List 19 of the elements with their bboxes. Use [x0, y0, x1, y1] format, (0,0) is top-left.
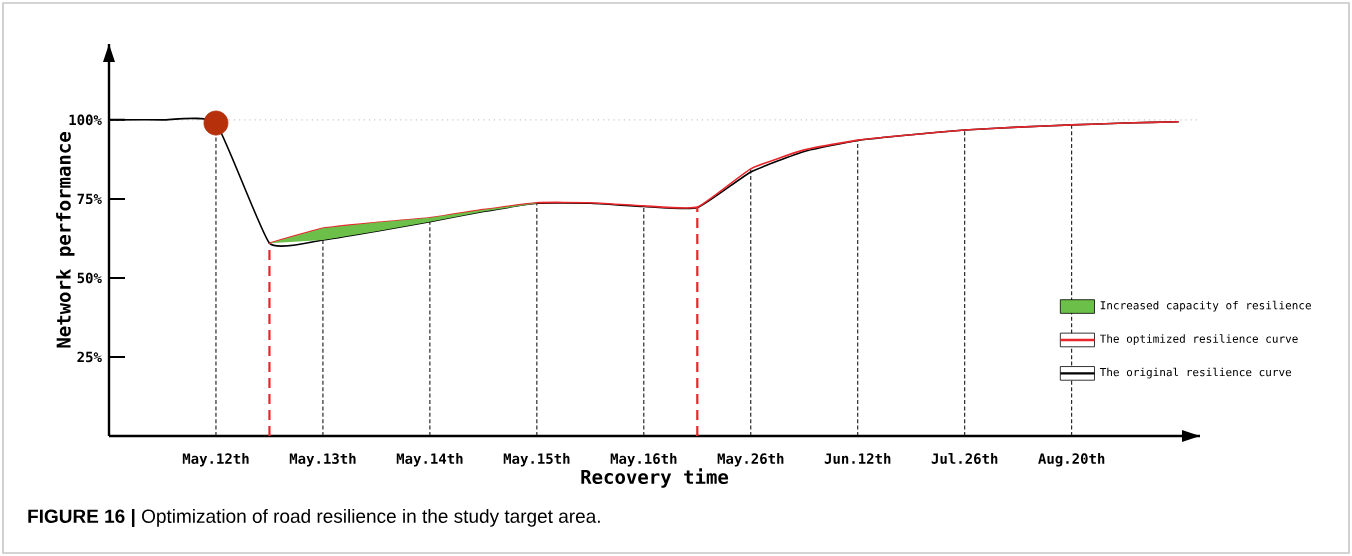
legend-label: The original resilience curve	[1099, 367, 1292, 379]
x-tick-label: Jun.12th	[824, 453, 891, 464]
y-tick-label: 25%	[77, 351, 102, 363]
text: FIGURE 16 | Optimization of road resilience in the study target area.	[28, 509, 600, 528]
y-tick-label: 50%	[77, 272, 102, 284]
y-tick-label: 100%	[69, 114, 102, 126]
x-tick-label: Jul.26th	[931, 453, 998, 464]
x-tick-label: Aug.20th	[1038, 453, 1105, 467]
x-tick-label: May.12th	[182, 453, 249, 467]
x-tick-label: May.15th	[503, 453, 570, 467]
x-axis-title: Recovery time	[581, 468, 729, 488]
x-tick-label: May.14th	[396, 453, 463, 467]
y-tick-label: 75%	[77, 193, 102, 205]
y-axis-title: Network performance	[56, 132, 75, 348]
x-tick-label: May.13th	[289, 453, 356, 467]
x-tick-label: May.26th	[717, 453, 784, 467]
x-tick-label: May.16th	[610, 453, 677, 467]
legend-label: The optimized resilience curve	[1099, 334, 1298, 345]
legend-label: Increased capacity of resilience	[1100, 300, 1311, 312]
